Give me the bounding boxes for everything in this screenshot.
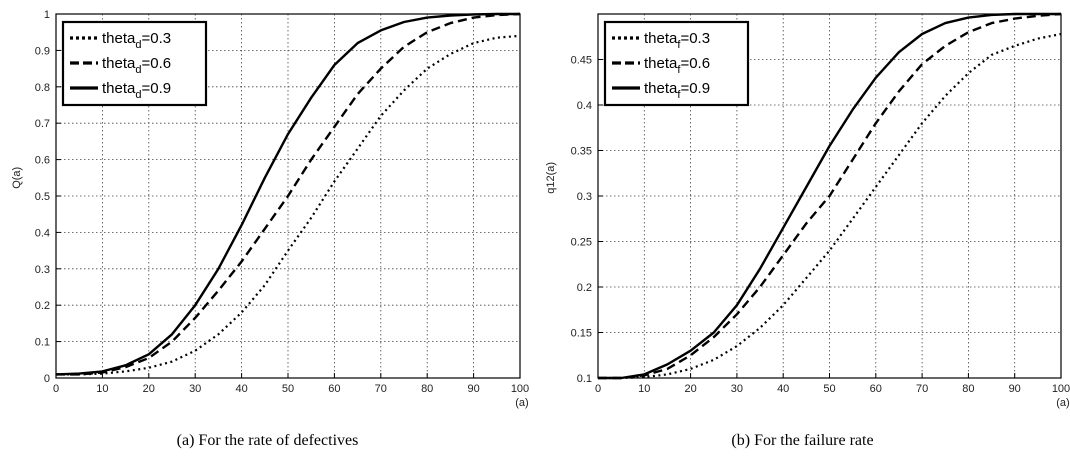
x-tick-label: 70	[916, 383, 928, 395]
legend-label: thetad=0.9	[102, 80, 171, 101]
x-tick-label: 70	[375, 383, 387, 395]
x-tick-label: 60	[870, 383, 882, 395]
x-tick-label: 10	[96, 383, 108, 395]
y-tick-label: 0.4	[35, 227, 50, 239]
x-tick-label: 20	[684, 383, 696, 395]
x-tick-label: 30	[189, 383, 201, 395]
legend-label: thetad=0.6	[102, 55, 171, 76]
legend-label: thetaf=0.9	[644, 80, 710, 101]
caption-a: (a) For the rate of defectives	[176, 432, 359, 449]
y-tick-label: 0.3	[577, 191, 592, 203]
x-tick-label: 60	[328, 383, 340, 395]
x-tick-label: 20	[143, 383, 155, 395]
x-tick-label: 0	[53, 383, 59, 395]
legend-label: thetaf=0.3	[644, 30, 710, 51]
y-tick-label: 0.5	[35, 191, 50, 203]
x-tick-label: 40	[235, 383, 247, 395]
y-tick-label: 0.25	[571, 237, 592, 249]
x-tick-label: 100	[1052, 383, 1070, 395]
legend-label: thetaf=0.6	[644, 55, 710, 76]
x-tick-label: 80	[421, 383, 433, 395]
y-tick-label: 0.2	[577, 282, 592, 294]
caption-b: (b) For the failure rate	[731, 432, 874, 449]
series-line-solid	[598, 12, 1061, 380]
y-tick-label: 0	[44, 373, 50, 385]
y-tick-label: 0.1	[577, 373, 592, 385]
y-tick-label: 0.2	[35, 300, 50, 312]
y-tick-label: 0.7	[35, 118, 50, 130]
series-line-dotted	[598, 32, 1062, 380]
y-tick-label: 0.1	[35, 337, 50, 349]
chart-failure-rate: 0 10 20 30 40 50 60 70 80 90 100 0.1 0.15 0.2 0.25 0.3 0…	[545, 12, 1070, 409]
y-axis-label: Q(a)	[11, 167, 23, 189]
series-line-dotted	[56, 34, 521, 376]
x-tick-label: 50	[282, 383, 294, 395]
y-tick-label: 0.15	[571, 328, 592, 340]
y-tick-label: 0.4	[577, 100, 592, 112]
y-tick-label: 0.35	[571, 146, 592, 158]
legend-label: thetad=0.3	[102, 30, 171, 51]
y-tick-label: 0.8	[35, 82, 50, 94]
y-tick-label: 0.3	[35, 264, 50, 276]
x-tick-label: 30	[731, 383, 743, 395]
y-tick-label: 0.9	[35, 45, 50, 57]
y-tick-label: 0.6	[35, 155, 50, 167]
x-axis-label: (a)	[515, 397, 528, 409]
x-axis-label: (a)	[1056, 397, 1069, 409]
series-line-dashed	[56, 12, 521, 376]
x-tick-label: 80	[962, 383, 974, 395]
y-tick-label: 0.45	[571, 55, 592, 67]
legend-box	[603, 20, 750, 107]
x-tick-label: 90	[467, 383, 479, 395]
series-line-solid	[55, 12, 520, 376]
x-tick-label: 0	[595, 383, 601, 395]
x-tick-label: 50	[823, 383, 835, 395]
x-tick-label: 100	[511, 383, 529, 395]
y-tick-label: 1	[44, 9, 50, 21]
x-tick-label: 40	[777, 383, 789, 395]
y-axis-label: q12(a)	[545, 162, 557, 194]
x-tick-label: 90	[1009, 383, 1021, 395]
x-tick-label: 10	[638, 383, 650, 395]
series-line-dashed	[598, 12, 1062, 380]
chart-defectives: 0 10 20 30 40 50 60 70 80 90 100 0 0.1 0.2 0.3 0.4 0.5 0.…	[11, 9, 529, 409]
